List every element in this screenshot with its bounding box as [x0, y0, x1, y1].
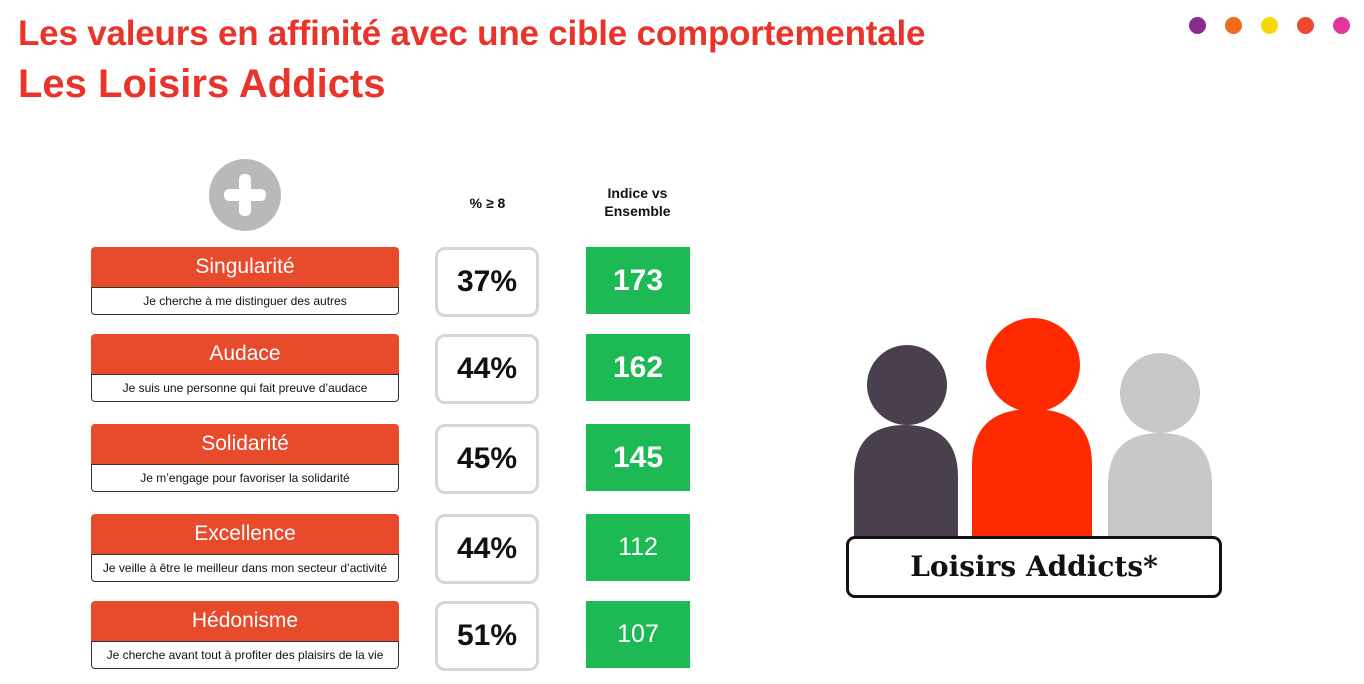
column-header-percent: % ≥ 8 — [469, 195, 506, 211]
dot-red — [1297, 17, 1314, 34]
person-light-icon — [1108, 353, 1212, 540]
percent-value: 45% — [435, 424, 539, 494]
page-title: Les valeurs en affinité avec une cible c… — [18, 14, 926, 53]
percent-value: 37% — [435, 247, 539, 317]
column-header-index-line1: Indice vs — [607, 185, 668, 201]
dot-purple — [1189, 17, 1206, 34]
value-label-hedonisme: Hédonisme — [91, 601, 399, 641]
percent-value: 44% — [435, 334, 539, 404]
dot-pink — [1333, 17, 1350, 34]
value-description: Je suis une personne qui fait preuve d’a… — [91, 374, 399, 402]
percent-value: 44% — [435, 514, 539, 584]
index-value: 162 — [586, 334, 690, 401]
dot-orange — [1225, 17, 1242, 34]
people-group-icon — [854, 318, 1212, 540]
value-label-excellence: Excellence — [91, 514, 399, 554]
value-description: Je veille à être le meilleur dans mon se… — [91, 554, 399, 582]
index-value: 112 — [586, 514, 690, 581]
value-label-audace: Audace — [91, 334, 399, 374]
index-value: 173 — [586, 247, 690, 314]
value-description: Je cherche à me distinguer des autres — [91, 287, 399, 315]
plus-circle-icon — [209, 159, 281, 231]
value-description: Je m’engage pour favoriser la solidarité — [91, 464, 399, 492]
value-description: Je cherche avant tout à profiter des pla… — [91, 641, 399, 669]
value-label-solidarite: Solidarité — [91, 424, 399, 464]
dot-yellow — [1261, 17, 1278, 34]
column-header-index: Indice vs Ensemble — [580, 184, 695, 220]
value-label-singularite: Singularité — [91, 247, 399, 287]
column-header-index-line2: Ensemble — [604, 203, 671, 219]
percent-value: 51% — [435, 601, 539, 671]
person-red-icon — [972, 318, 1092, 540]
index-value: 107 — [586, 601, 690, 668]
segment-label: Loisirs Addicts* — [846, 536, 1222, 598]
decorative-dots — [1189, 17, 1350, 34]
person-dark-icon — [854, 345, 958, 540]
page-subtitle: Les Loisirs Addicts — [18, 62, 386, 106]
index-value: 145 — [586, 424, 690, 491]
